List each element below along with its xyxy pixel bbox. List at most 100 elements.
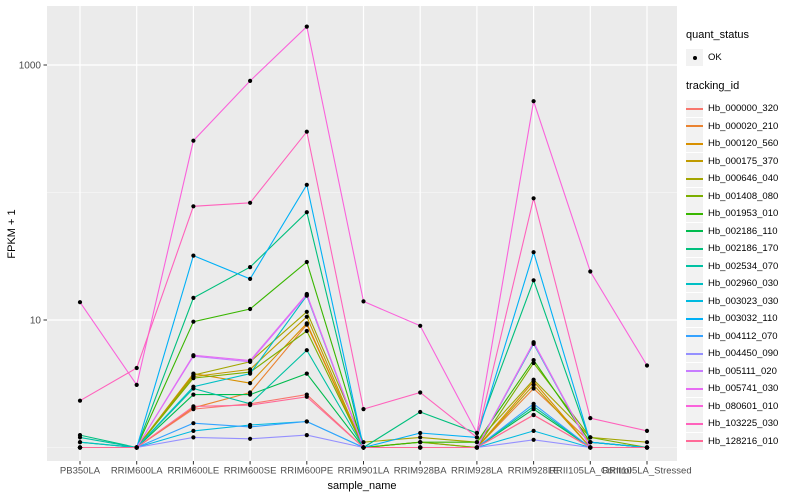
data-point — [191, 384, 196, 389]
legend-item: Hb_000175_370 — [686, 152, 798, 170]
data-point — [361, 299, 366, 304]
legend-item-ok: OK — [686, 49, 798, 66]
series-color-swatch — [686, 422, 703, 425]
data-point — [248, 424, 253, 429]
legend-item: Hb_000020_210 — [686, 117, 798, 135]
data-point — [588, 416, 593, 421]
data-point — [644, 440, 650, 445]
data-point — [418, 323, 423, 328]
data-point — [191, 353, 196, 358]
data-point — [304, 291, 309, 297]
legend-item: Hb_000646_040 — [686, 170, 798, 187]
legend-key-line-icon — [686, 380, 703, 397]
series-color-swatch — [686, 177, 703, 180]
legend-item-label: Hb_000646_040 — [708, 173, 779, 184]
data-point — [304, 314, 309, 319]
data-point — [248, 306, 253, 312]
data-point — [531, 386, 536, 391]
ok-point-key — [686, 49, 703, 66]
data-point — [531, 340, 536, 345]
legend-item-label: Hb_001408_080 — [708, 190, 779, 202]
data-point — [361, 445, 366, 450]
legend-key-line-icon — [686, 117, 703, 135]
x-tick-label: RRIM600LA — [111, 466, 163, 477]
series-color-swatch — [686, 405, 703, 407]
series-color-swatch — [686, 387, 703, 390]
legend-key-line-icon — [686, 100, 703, 117]
legend-item-label: Hb_004450_090 — [708, 348, 779, 359]
data-point — [134, 445, 139, 450]
legend-key-line-icon — [686, 362, 703, 380]
legend-title-quant-status: quant_status — [686, 29, 749, 41]
data-point — [418, 440, 423, 445]
legend-item-label: Hb_000175_370 — [708, 155, 779, 167]
data-point — [588, 445, 593, 450]
data-point — [77, 398, 83, 403]
x-tick-label: RRIM928BA — [394, 466, 447, 477]
legend-item: Hb_002534_070 — [686, 257, 798, 275]
y-tick-label: 1000 — [19, 61, 42, 72]
data-point — [248, 200, 253, 205]
data-point — [191, 204, 196, 209]
series-color-swatch — [686, 230, 703, 232]
x-tick-label: RRIM600SE — [224, 466, 277, 477]
x-tick-label: PB350LA — [60, 466, 101, 477]
data-point — [304, 328, 309, 334]
data-point — [304, 419, 309, 424]
data-point — [304, 129, 309, 134]
data-point — [418, 430, 423, 436]
series-color-swatch — [686, 195, 703, 197]
legend-key-line-icon — [686, 345, 703, 362]
data-point — [134, 365, 139, 371]
legend-item: Hb_003032_110 — [686, 310, 798, 327]
plot-panel: 10 1000 PB350LA RRIM600LA RRIM600LE RRIM600SE… — [19, 6, 692, 477]
data-point — [191, 295, 196, 300]
data-point — [588, 269, 593, 274]
legend-key-line-icon — [686, 170, 703, 187]
data-point — [191, 373, 196, 378]
data-point — [531, 412, 536, 418]
legend-item: Hb_001953_010 — [686, 205, 798, 222]
legend-key-line-icon — [686, 310, 703, 327]
data-point — [531, 196, 536, 201]
x-tick-label: RRIM901LA — [338, 466, 390, 477]
legend-item-label: Hb_000020_210 — [708, 120, 779, 132]
series-color-swatch — [686, 335, 703, 337]
legend-item-label: Hb_080601_010 — [708, 400, 779, 412]
legend-key-line-icon — [686, 205, 703, 222]
data-point — [531, 428, 536, 433]
legend-item-label: Hb_103225_030 — [708, 418, 779, 429]
legend-item-label: OK — [708, 52, 722, 63]
legend-item: Hb_005741_030 — [686, 380, 798, 397]
data-point — [644, 445, 650, 450]
data-point — [134, 382, 139, 387]
x-tick-label: RRIM928LA — [451, 466, 503, 477]
legend-item: Hb_080601_010 — [686, 397, 798, 415]
series-color-swatch — [686, 125, 703, 127]
series-color-swatch — [686, 317, 703, 320]
series-color-swatch — [686, 107, 703, 110]
y-tick-label: 10 — [30, 316, 42, 327]
legend-item-label: Hb_003032_110 — [708, 313, 778, 324]
data-point — [361, 440, 366, 445]
series-color-swatch — [686, 247, 703, 250]
data-point — [588, 440, 593, 445]
series-color-swatch — [686, 142, 703, 145]
legend-item-label: Hb_002186_110 — [708, 225, 778, 237]
series-color-swatch — [686, 265, 703, 267]
legend-key-line-icon — [686, 187, 703, 205]
legend-item-label: Hb_000120_560 — [708, 138, 779, 149]
legend-item: Hb_002186_170 — [686, 240, 798, 257]
data-point — [248, 276, 253, 281]
legend-key-line-icon — [686, 432, 703, 450]
legend-item-label: Hb_005741_030 — [708, 383, 779, 394]
legend-key-line-icon — [686, 240, 703, 257]
data-point — [248, 392, 253, 397]
data-point — [191, 428, 196, 433]
tracking-id-items: Hb_000000_320 Hb_000020_210 Hb_000120_560 H… — [686, 100, 798, 450]
data-point — [474, 435, 479, 440]
data-point — [191, 319, 196, 324]
data-point — [191, 138, 196, 143]
legend-item-label: Hb_005111_020 — [708, 365, 777, 377]
